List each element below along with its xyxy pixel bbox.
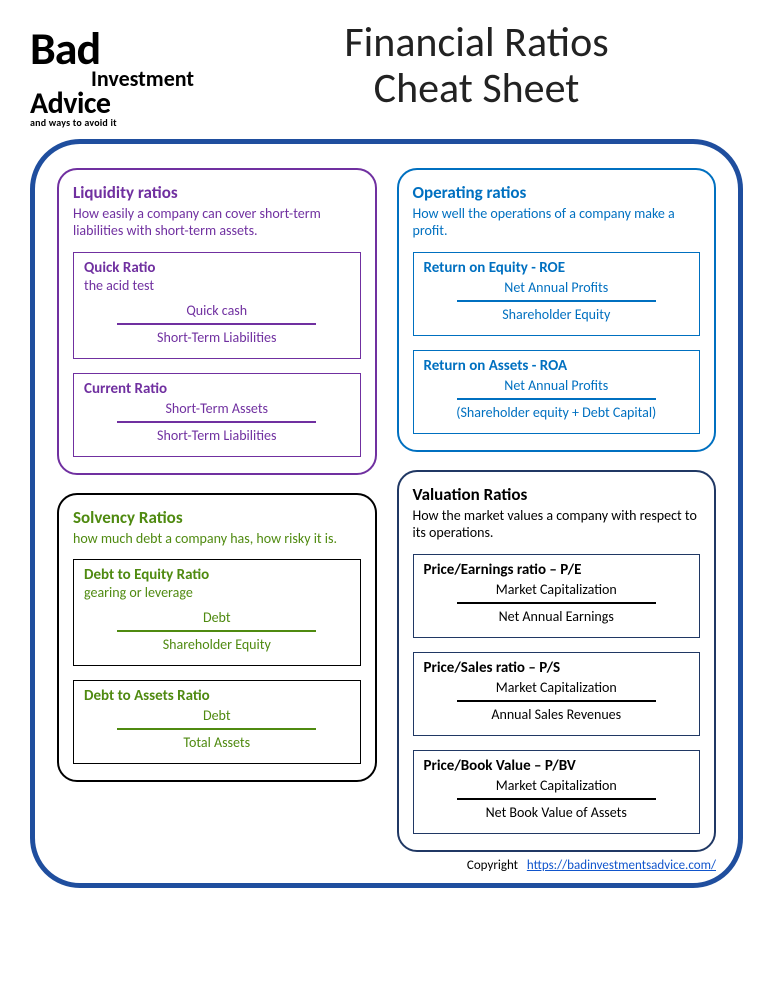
liquidity-denominator: Short-Term Liabilities bbox=[84, 327, 350, 348]
copyright-link[interactable]: https://badinvestmentsadvice.com/ bbox=[527, 858, 716, 873]
liquidity-section: Liquidity ratiosHow easily a company can… bbox=[57, 168, 377, 475]
valuation-numerator: Market Capitalization bbox=[424, 579, 690, 600]
liquidity-title: Liquidity ratios bbox=[73, 182, 361, 203]
liquidity-numerator: Quick cash bbox=[84, 300, 350, 321]
fraction-line bbox=[117, 323, 316, 325]
liquidity-numerator: Short-Term Assets bbox=[84, 398, 350, 419]
operating-numerator: Net Annual Profits bbox=[424, 277, 690, 298]
fraction-line bbox=[457, 700, 656, 702]
valuation-ratio-box: Price/Sales ratio – P/SMarket Capitaliza… bbox=[413, 652, 701, 736]
liquidity-ratio-name: Current Ratio bbox=[84, 380, 350, 398]
operating-ratio-name: Return on Equity - ROE bbox=[424, 259, 690, 277]
operating-fraction: Net Annual Profits (Shareholder equity + … bbox=[424, 375, 690, 423]
right-column: Operating ratiosHow well the operations … bbox=[397, 168, 717, 852]
valuation-fraction: Market Capitalization Net Book Value of A… bbox=[424, 775, 690, 823]
solvency-denominator: Shareholder Equity bbox=[84, 634, 350, 655]
liquidity-denominator: Short-Term Liabilities bbox=[84, 425, 350, 446]
solvency-ratio-subtitle: gearing or leverage bbox=[84, 584, 350, 601]
logo: Bad Investment Advice and ways to avoid … bbox=[30, 20, 200, 129]
valuation-denominator: Net Book Value of Assets bbox=[424, 802, 690, 823]
title-line-1: Financial Ratios bbox=[210, 20, 743, 66]
operating-denominator: Shareholder Equity bbox=[424, 304, 690, 325]
header: Bad Investment Advice and ways to avoid … bbox=[30, 20, 743, 129]
operating-ratio-name: Return on Assets - ROA bbox=[424, 357, 690, 375]
valuation-fraction: Market Capitalization Annual Sales Revenu… bbox=[424, 677, 690, 725]
liquidity-ratio-subtitle: the acid test bbox=[84, 277, 350, 294]
liquidity-fraction: Quick cash Short-Term Liabilities bbox=[84, 300, 350, 348]
solvency-numerator: Debt bbox=[84, 705, 350, 726]
valuation-ratio-box: Price/Book Value – P/BVMarket Capitaliza… bbox=[413, 750, 701, 834]
outer-frame: Liquidity ratiosHow easily a company can… bbox=[30, 139, 743, 888]
solvency-fraction: Debt Shareholder Equity bbox=[84, 607, 350, 655]
valuation-description: How the market values a company with res… bbox=[413, 507, 701, 542]
solvency-ratio-box: Debt to Equity Ratiogearing or leverage D… bbox=[73, 559, 361, 666]
liquidity-ratio-name: Quick Ratio bbox=[84, 259, 350, 277]
liquidity-ratio-box: Current RatioShort-Term AssetsShort-Term… bbox=[73, 373, 361, 457]
operating-ratio-box: Return on Equity - ROENet Annual Profits… bbox=[413, 252, 701, 336]
liquidity-fraction: Short-Term Assets Short-Term Liabilities bbox=[84, 398, 350, 446]
valuation-denominator: Annual Sales Revenues bbox=[424, 704, 690, 725]
fraction-line bbox=[457, 798, 656, 800]
operating-ratio-box: Return on Assets - ROANet Annual Profits… bbox=[413, 350, 701, 434]
operating-description: How well the operations of a company mak… bbox=[413, 205, 701, 240]
solvency-denominator: Total Assets bbox=[84, 732, 350, 753]
copyright-label: Copyright bbox=[467, 858, 518, 873]
fraction-line bbox=[117, 728, 316, 730]
solvency-fraction: Debt Total Assets bbox=[84, 705, 350, 753]
operating-section: Operating ratiosHow well the operations … bbox=[397, 168, 717, 452]
operating-denominator: (Shareholder equity + Debt Capital) bbox=[424, 402, 690, 423]
liquidity-ratio-box: Quick Ratiothe acid test Quick cash Short-… bbox=[73, 252, 361, 359]
valuation-denominator: Net Annual Earnings bbox=[424, 606, 690, 627]
valuation-ratio-box: Price/Earnings ratio – P/EMarket Capital… bbox=[413, 554, 701, 638]
valuation-numerator: Market Capitalization bbox=[424, 677, 690, 698]
solvency-section: Solvency Ratios how much debt a company h… bbox=[57, 493, 377, 783]
valuation-section: Valuation RatiosHow the market values a … bbox=[397, 470, 717, 852]
solvency-title: Solvency Ratios bbox=[73, 507, 361, 528]
logo-tagline: and ways to avoid it bbox=[30, 117, 200, 129]
fraction-line bbox=[457, 398, 656, 400]
operating-fraction: Net Annual Profits Shareholder Equity bbox=[424, 277, 690, 325]
fraction-line bbox=[457, 300, 656, 302]
copyright: Copyright https://badinvestmentsadvice.c… bbox=[57, 858, 716, 873]
valuation-title: Valuation Ratios bbox=[413, 484, 701, 505]
solvency-ratio-name: Debt to Assets Ratio bbox=[84, 687, 350, 705]
fraction-line bbox=[117, 630, 316, 632]
title-line-2: Cheat Sheet bbox=[210, 66, 743, 112]
solvency-ratio-name: Debt to Equity Ratio bbox=[84, 566, 350, 584]
valuation-ratio-name: Price/Book Value – P/BV bbox=[424, 757, 690, 775]
columns: Liquidity ratiosHow easily a company can… bbox=[57, 168, 716, 852]
logo-text-bad: Bad bbox=[30, 30, 200, 69]
solvency-numerator: Debt bbox=[84, 607, 350, 628]
valuation-fraction: Market Capitalization Net Annual Earnings bbox=[424, 579, 690, 627]
liquidity-description: How easily a company can cover short-ter… bbox=[73, 205, 361, 240]
operating-title: Operating ratios bbox=[413, 182, 701, 203]
solvency-description: how much debt a company has, how risky i… bbox=[73, 530, 361, 548]
left-column: Liquidity ratiosHow easily a company can… bbox=[57, 168, 377, 852]
fraction-line bbox=[117, 421, 316, 423]
solvency-ratio-box: Debt to Assets RatioDebt Total Assets bbox=[73, 680, 361, 764]
logo-text-advice: Advice bbox=[30, 90, 200, 117]
valuation-numerator: Market Capitalization bbox=[424, 775, 690, 796]
valuation-ratio-name: Price/Sales ratio – P/S bbox=[424, 659, 690, 677]
operating-numerator: Net Annual Profits bbox=[424, 375, 690, 396]
valuation-ratio-name: Price/Earnings ratio – P/E bbox=[424, 561, 690, 579]
fraction-line bbox=[457, 602, 656, 604]
page-title: Financial Ratios Cheat Sheet bbox=[200, 20, 743, 112]
